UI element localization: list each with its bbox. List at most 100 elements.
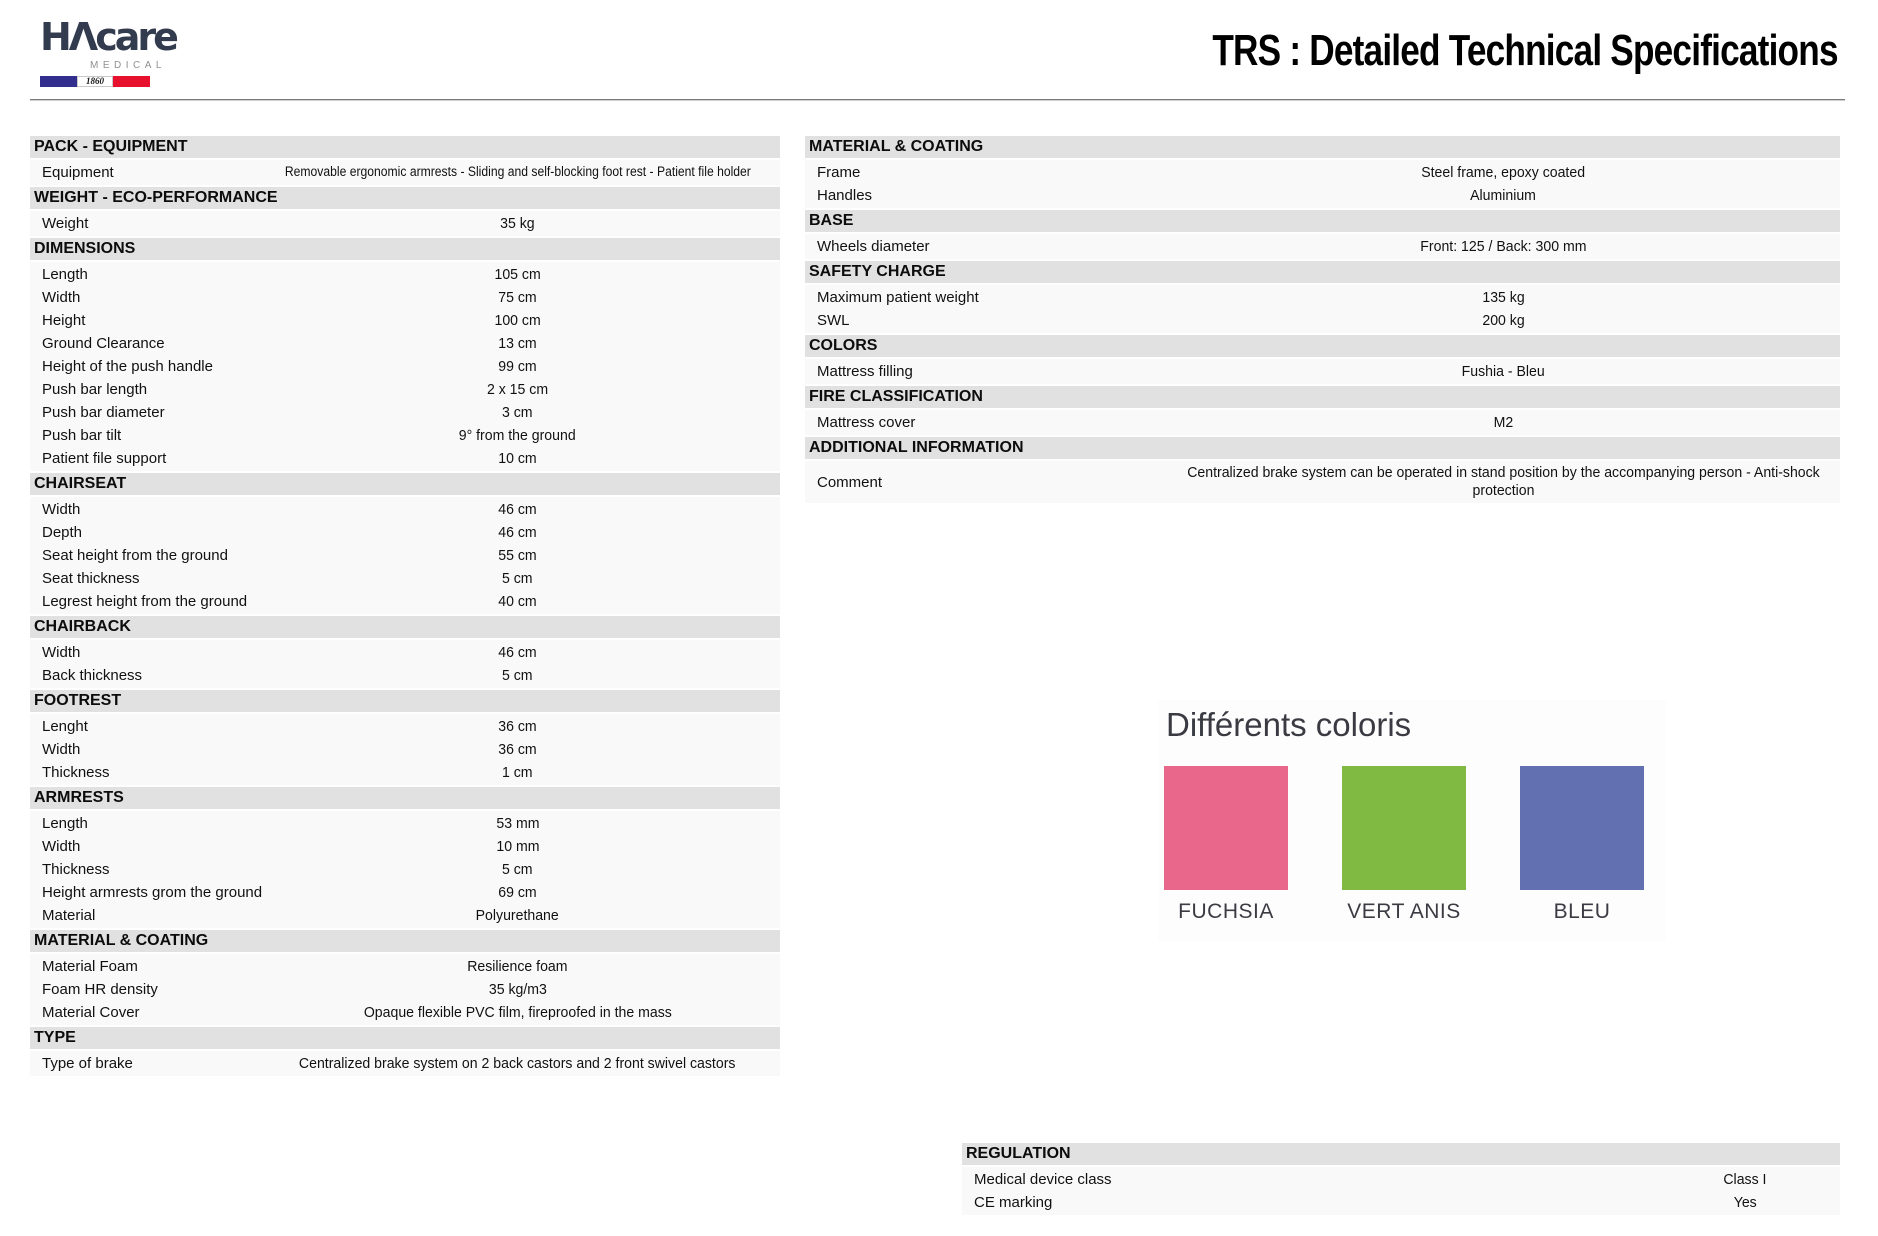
- right-spec-column: MATERIAL & COATING Frame Steel frame, epox…: [805, 136, 1840, 505]
- spec-section: WEIGHT - ECO-PERFORMANCE Weight 35 kg: [30, 187, 780, 236]
- spec-row: Handles Aluminium: [805, 184, 1840, 207]
- section-header: BASE: [805, 210, 1840, 232]
- spec-label: Height armrests grom the ground: [42, 884, 263, 901]
- spec-row: Frame Steel frame, epoxy coated: [805, 161, 1840, 184]
- spec-row: Weight 35 kg: [30, 212, 780, 235]
- spec-label: Handles: [817, 187, 873, 204]
- spec-label: Height of the push handle: [42, 358, 213, 375]
- spec-value: 5 cm: [502, 666, 533, 684]
- spec-row: Lenght 36 cm: [30, 715, 780, 738]
- spec-value: 69 cm: [498, 883, 537, 901]
- spec-label: Seat thickness: [42, 570, 140, 587]
- regulation-section: REGULATION Medical device class Class I CE …: [962, 1143, 1840, 1217]
- swatch-chip: [1164, 766, 1288, 890]
- section-header: CHAIRBACK: [30, 616, 780, 638]
- spec-row: Width 75 cm: [30, 286, 780, 309]
- spec-section: MATERIAL & COATING Material Foam Resilienc…: [30, 930, 780, 1025]
- french-flag: 1860: [40, 75, 150, 87]
- spec-row: Thickness 5 cm: [30, 858, 780, 881]
- section-rows: Lenght 36 cm Width 36 cm Thickness 1 cm: [30, 714, 780, 785]
- section-header: MATERIAL & COATING: [30, 930, 780, 952]
- spec-label: Ground Clearance: [42, 335, 165, 352]
- color-swatch: BLEU: [1520, 766, 1644, 924]
- spec-value: Centralized brake system can be operated…: [1187, 464, 1820, 499]
- section-rows: Medical device class Class I CE marking Yes: [962, 1167, 1840, 1215]
- section-rows: Mattress filling Fushia - Bleu: [805, 359, 1840, 384]
- spec-row: Patient file support 10 cm: [30, 447, 780, 470]
- section-header: FOOTREST: [30, 690, 780, 712]
- spec-label: Width: [42, 289, 81, 306]
- spec-label: Legrest height from the ground: [42, 593, 248, 610]
- spec-value: Opaque flexible PVC film, fireproofed in…: [363, 1003, 672, 1021]
- section-rows: Type of brake Centralized brake system on…: [30, 1051, 780, 1076]
- spec-section: TYPE Type of brake Centralized brake syste…: [30, 1027, 780, 1076]
- section-rows: Equipment Removable ergonomic armrests - …: [30, 160, 780, 185]
- section-rows: Comment Centralized brake system can be o…: [805, 461, 1840, 503]
- section-header: COLORS: [805, 335, 1840, 357]
- spec-row: Comment Centralized brake system can be o…: [805, 462, 1840, 502]
- spec-label: Back thickness: [42, 667, 143, 684]
- spec-section: ADDITIONAL INFORMATION Comment Centralized…: [805, 437, 1840, 503]
- spec-label: Push bar diameter: [42, 404, 165, 421]
- spec-label: Equipment: [42, 164, 114, 181]
- spec-value: Steel frame, epoxy coated: [1421, 163, 1586, 181]
- flag-red-band: [113, 75, 150, 87]
- spec-value: 5 cm: [502, 860, 533, 878]
- spec-section: FOOTREST Lenght 36 cm Width 36 cm Thickness 1 …: [30, 690, 780, 785]
- spec-label: Material: [42, 907, 96, 924]
- section-rows: Material Foam Resilience foam Foam HR dens…: [30, 954, 780, 1025]
- spec-label: Lenght: [42, 718, 88, 735]
- spec-row: Width 46 cm: [30, 641, 780, 664]
- spec-value: Front: 125 / Back: 300 mm: [1420, 237, 1587, 255]
- section-rows: Frame Steel frame, epoxy coated Handles Alu…: [805, 160, 1840, 208]
- spec-value: 135 kg: [1482, 288, 1525, 306]
- section-header: DIMENSIONS: [30, 238, 780, 260]
- section-rows: Length 105 cm Width 75 cm Height 100 cm Ground…: [30, 262, 780, 471]
- spec-label: Type of brake: [42, 1055, 133, 1072]
- section-header: SAFETY CHARGE: [805, 261, 1840, 283]
- section-rows: Length 53 mm Width 10 mm Thickness 5 cm Height…: [30, 811, 780, 928]
- spec-label: Wheels diameter: [817, 238, 930, 255]
- spec-section: BASE Wheels diameter Front: 125 / Back: 30…: [805, 210, 1840, 259]
- spec-row: Thickness 1 cm: [30, 761, 780, 784]
- spec-value: 35 kg: [500, 214, 535, 232]
- spec-row: Legrest height from the ground 40 cm: [30, 590, 780, 613]
- color-swatch: VERT ANIS: [1342, 766, 1466, 924]
- spec-row: Wheels diameter Front: 125 / Back: 300 mm: [805, 235, 1840, 258]
- spec-row: Material Cover Opaque flexible PVC film, …: [30, 1001, 780, 1024]
- spec-value: 13 cm: [498, 334, 537, 352]
- spec-section: FIRE CLASSIFICATION Mattress cover M2: [805, 386, 1840, 435]
- swatch-chip: [1520, 766, 1644, 890]
- spec-value: 53 mm: [495, 814, 540, 832]
- spec-label: Maximum patient weight: [817, 289, 979, 306]
- spec-value: Centralized brake system on 2 back casto…: [299, 1054, 736, 1072]
- section-header: CHAIRSEAT: [30, 473, 780, 495]
- spec-row: Width 10 mm: [30, 835, 780, 858]
- section-rows: Mattress cover M2: [805, 410, 1840, 435]
- spec-label: Length: [42, 815, 88, 832]
- spec-value: Resilience foam: [467, 957, 568, 975]
- spec-label: Medical device class: [974, 1171, 1112, 1188]
- spec-row: Height 100 cm: [30, 309, 780, 332]
- spec-value: 10 mm: [495, 837, 540, 855]
- spec-value: 55 cm: [498, 546, 537, 564]
- spec-label: Depth: [42, 524, 83, 541]
- spec-section: REGULATION Medical device class Class I CE …: [962, 1143, 1840, 1215]
- spec-value: Fushia - Bleu: [1461, 362, 1546, 380]
- spec-value: 9° from the ground: [459, 426, 576, 444]
- left-spec-column: PACK - EQUIPMENT Equipment Removable ergon…: [30, 136, 780, 1078]
- section-header: WEIGHT - ECO-PERFORMANCE: [30, 187, 780, 209]
- spec-row: Length 53 mm: [30, 812, 780, 835]
- spec-label: Patient file support: [42, 450, 167, 467]
- spec-value: 200 kg: [1482, 311, 1525, 329]
- coloris-figure: Différents coloris FUCHSIA VERT ANIS BLEU: [1158, 700, 1666, 941]
- spec-section: CHAIRBACK Width 46 cm Back thickness 5 cm: [30, 616, 780, 688]
- spec-section: SAFETY CHARGE Maximum patient weight 135 k…: [805, 261, 1840, 333]
- spec-row: Material Foam Resilience foam: [30, 955, 780, 978]
- section-header: PACK - EQUIPMENT: [30, 136, 780, 158]
- swatch-label: FUCHSIA: [1178, 900, 1274, 923]
- spec-label: Thickness: [42, 764, 110, 781]
- spec-row: Push bar length 2 x 15 cm: [30, 378, 780, 401]
- spec-row: Height of the push handle 99 cm: [30, 355, 780, 378]
- spec-label: Thickness: [42, 861, 110, 878]
